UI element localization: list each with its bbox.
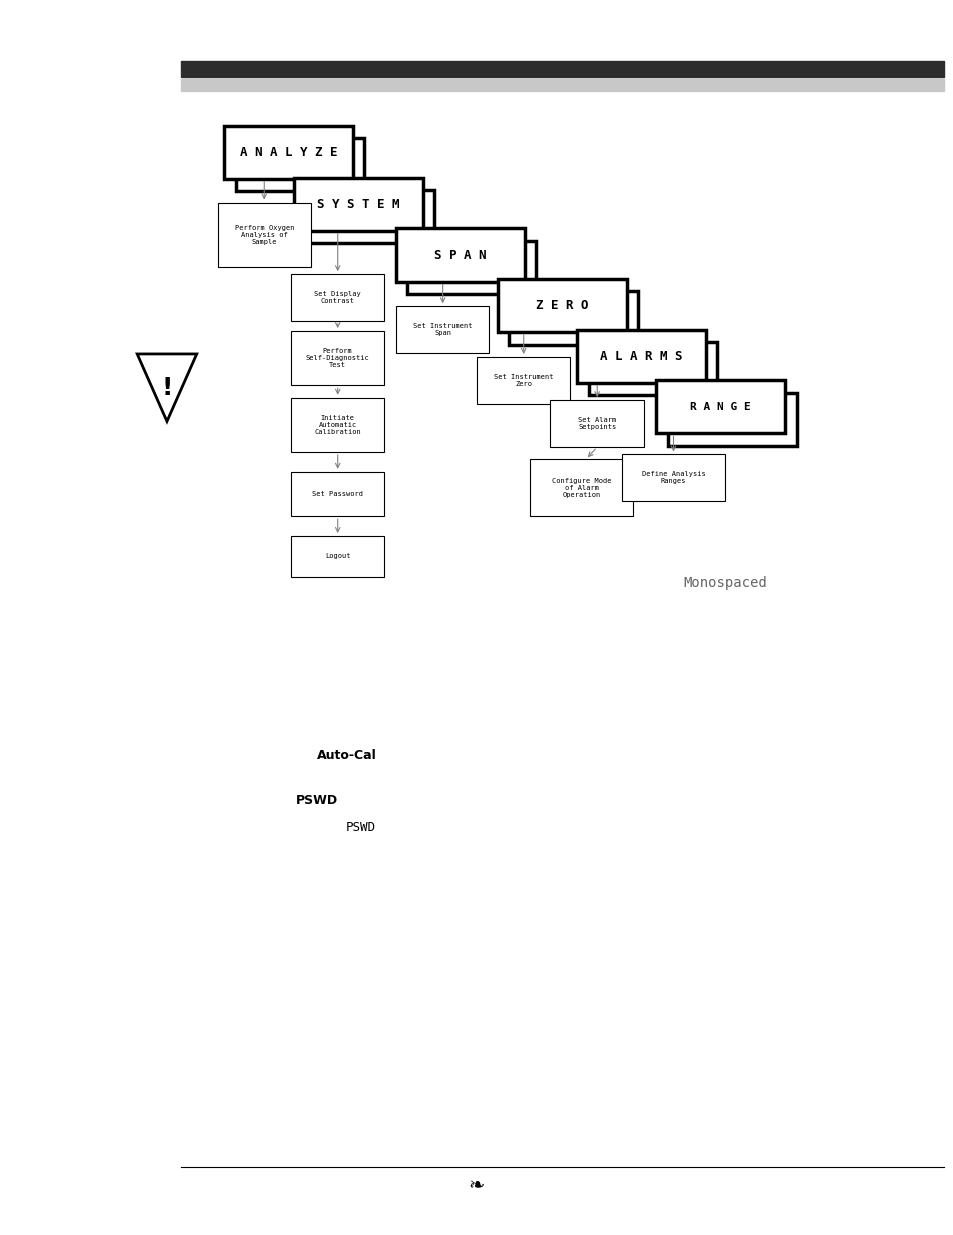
FancyBboxPatch shape [294, 178, 422, 231]
Text: Initiate
Automatic
Calibration: Initiate Automatic Calibration [314, 415, 361, 435]
Text: S P A N: S P A N [434, 248, 486, 262]
FancyBboxPatch shape [395, 228, 524, 282]
Text: Logout: Logout [325, 553, 350, 559]
FancyBboxPatch shape [291, 331, 384, 385]
Text: !: ! [161, 375, 172, 400]
Text: Set Password: Set Password [312, 492, 363, 496]
Bar [181, 61, 943, 77]
Bar [181, 79, 943, 91]
FancyBboxPatch shape [530, 459, 633, 516]
FancyBboxPatch shape [305, 190, 434, 243]
Text: PSWD: PSWD [345, 821, 375, 834]
FancyBboxPatch shape [497, 279, 626, 332]
Text: A L A R M S: A L A R M S [599, 350, 682, 363]
FancyBboxPatch shape [588, 342, 717, 395]
FancyBboxPatch shape [291, 536, 384, 577]
FancyBboxPatch shape [407, 241, 536, 294]
Text: Auto-Cal: Auto-Cal [316, 750, 376, 762]
FancyBboxPatch shape [235, 138, 364, 191]
FancyBboxPatch shape [667, 393, 796, 446]
FancyBboxPatch shape [217, 203, 311, 267]
FancyBboxPatch shape [550, 400, 643, 447]
Text: A N A L Y Z E: A N A L Y Z E [239, 146, 337, 159]
Text: Monospaced: Monospaced [682, 576, 766, 590]
Text: S Y S T E M: S Y S T E M [316, 198, 399, 211]
FancyBboxPatch shape [395, 306, 489, 353]
Text: ❧: ❧ [468, 1176, 485, 1195]
FancyBboxPatch shape [656, 380, 784, 433]
Text: Set Alarm
Setpoints: Set Alarm Setpoints [578, 417, 616, 430]
FancyBboxPatch shape [621, 454, 724, 501]
FancyBboxPatch shape [291, 274, 384, 321]
Text: Z E R O: Z E R O [536, 299, 588, 312]
Text: Perform Oxygen
Analysis of
Sample: Perform Oxygen Analysis of Sample [234, 225, 294, 245]
FancyBboxPatch shape [291, 472, 384, 516]
FancyBboxPatch shape [291, 398, 384, 452]
FancyBboxPatch shape [476, 357, 570, 404]
Text: PSWD: PSWD [295, 794, 337, 806]
Text: Set Instrument
Zero: Set Instrument Zero [494, 374, 553, 387]
Text: Configure Mode
of Alarm
Operation: Configure Mode of Alarm Operation [552, 478, 611, 498]
FancyBboxPatch shape [509, 291, 638, 345]
Text: Set Display
Contrast: Set Display Contrast [314, 291, 361, 304]
FancyBboxPatch shape [577, 330, 705, 383]
FancyBboxPatch shape [224, 126, 353, 179]
Text: Define Analysis
Ranges: Define Analysis Ranges [641, 472, 704, 484]
Text: Perform
Self-Diagnostic
Test: Perform Self-Diagnostic Test [306, 348, 369, 368]
Text: R A N G E: R A N G E [690, 401, 750, 412]
Text: Set Instrument
Span: Set Instrument Span [413, 324, 472, 336]
